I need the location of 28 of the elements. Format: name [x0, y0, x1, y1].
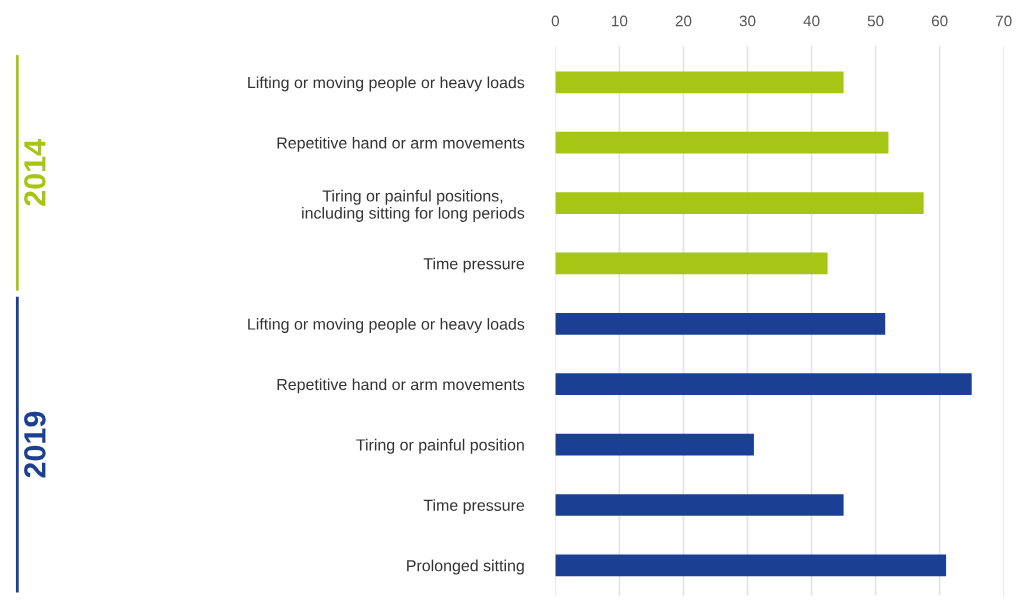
y-tick-label: Time pressure: [423, 499, 525, 515]
text: 2014: [24, 139, 46, 206]
y-tick-label: Prolonged sitting: [407, 559, 524, 575]
bar: [555, 192, 924, 214]
y-tick-label: Tiring or painful position: [356, 438, 524, 454]
x-tick-label: 10: [612, 15, 628, 27]
x-tick-label: 40: [803, 15, 820, 27]
y-tick-label: Lifting or moving people or heavy loads: [248, 318, 525, 333]
y-tick-label: Repetitive hand or arm movements: [277, 136, 525, 152]
x-tick-label: 30: [739, 15, 756, 27]
y-tick-label: Tiring or painful positions, including sitting for long periods: [302, 189, 525, 222]
y-tick-label: Repetitive hand or arm movements: [277, 378, 525, 394]
y-tick-label: Time pressure: [423, 257, 525, 273]
bar: [555, 312, 886, 335]
bar: [555, 252, 828, 275]
x-tick-label: 70: [996, 15, 1012, 27]
bar: [555, 494, 844, 516]
bar: [555, 71, 844, 94]
x-tick-label: 20: [675, 15, 692, 27]
bar: [555, 554, 947, 577]
bar: [555, 131, 889, 154]
y-tick-label: Lifting or moving people or heavy loads: [248, 76, 525, 92]
text: 2019: [24, 411, 46, 478]
x-tick-label: 0: [551, 15, 560, 27]
x-tick-label: 50: [867, 15, 884, 27]
bar: [555, 373, 972, 396]
x-tick-label: 60: [931, 15, 948, 27]
bar: [555, 433, 754, 456]
